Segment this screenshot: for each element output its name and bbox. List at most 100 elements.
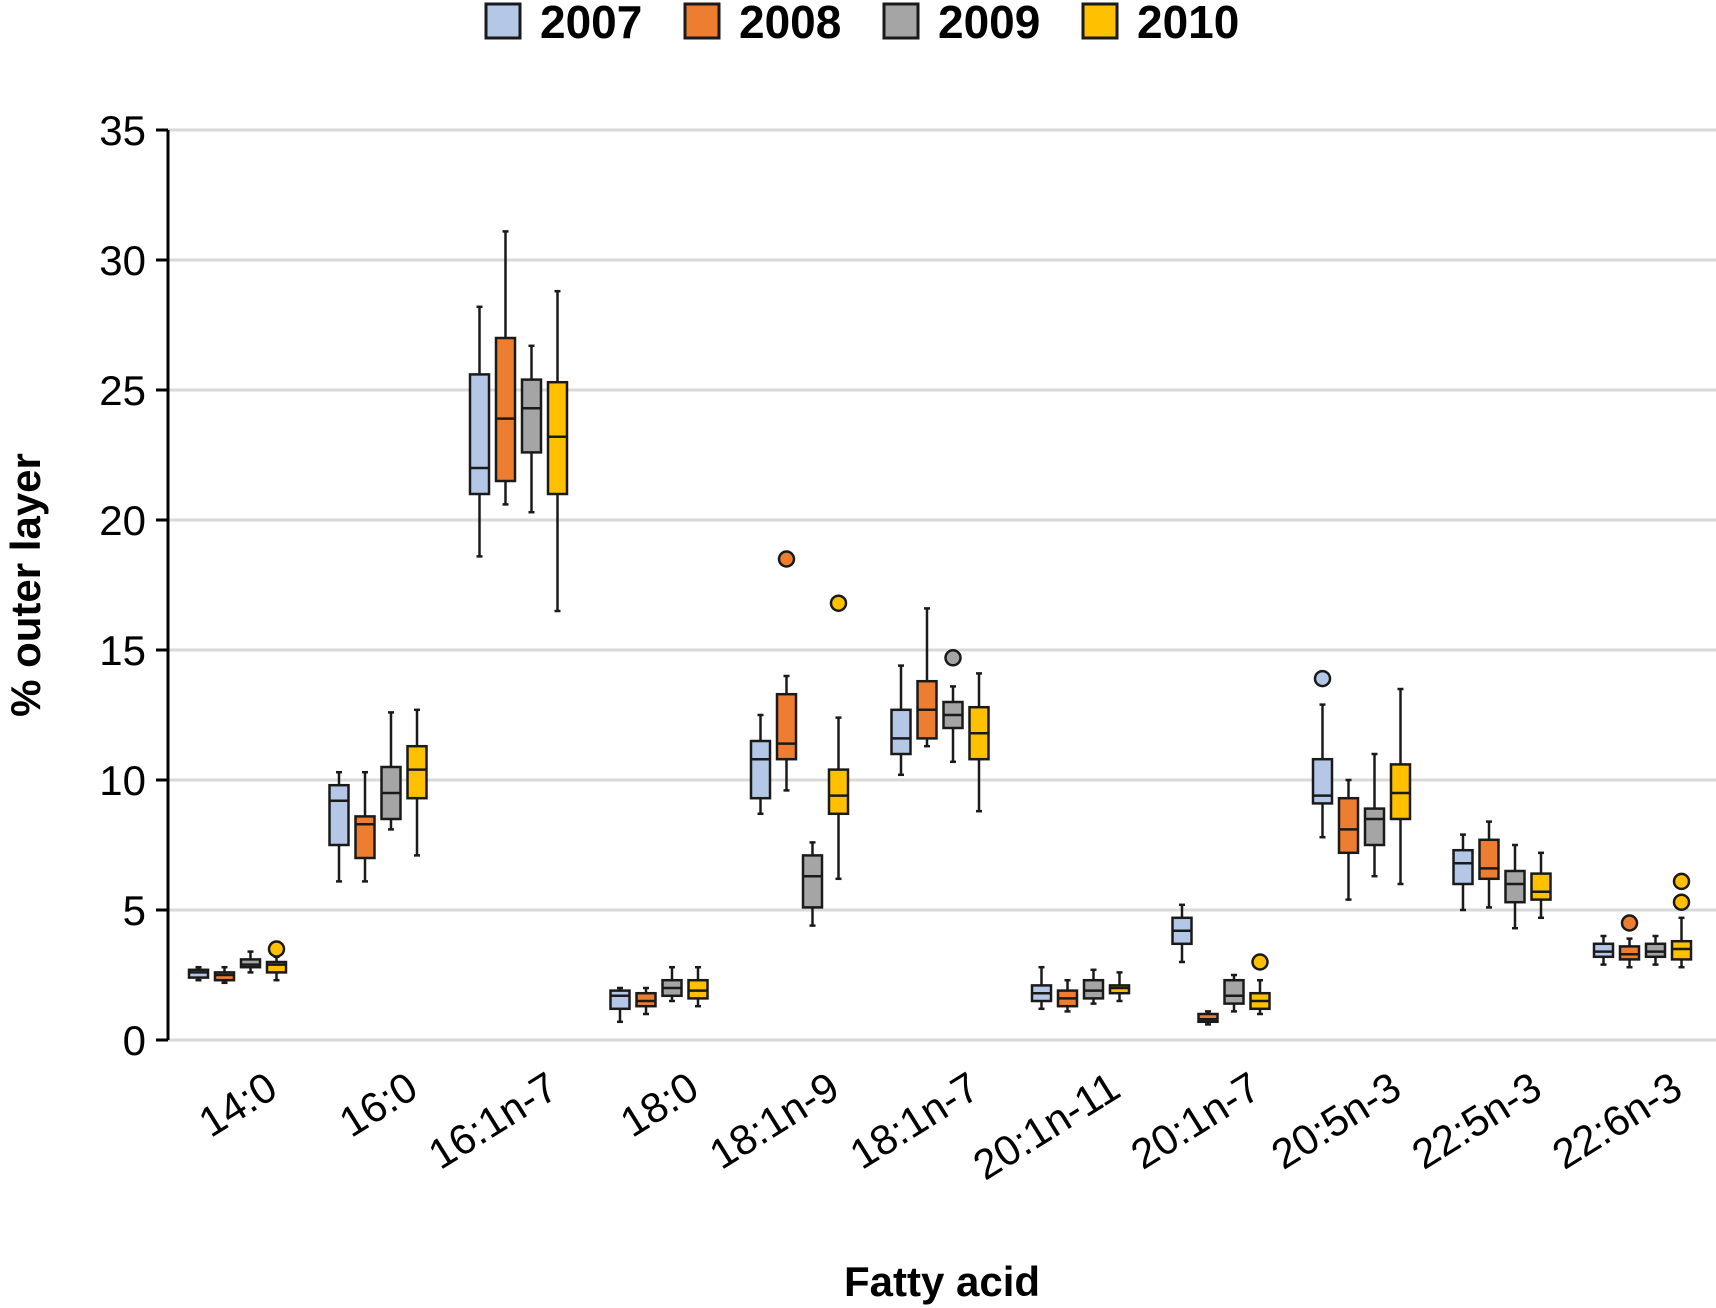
box-2009-18:1n-9[interactable] (801, 841, 824, 927)
box-iqr (468, 373, 491, 496)
box-2009-18:1n-7[interactable] (942, 649, 964, 764)
box-2009-20:1n-11[interactable] (1082, 968, 1105, 1005)
x-tick-label: 20:1n-7 (1123, 1063, 1269, 1178)
box-2008-20:1n-11[interactable] (1056, 978, 1079, 1013)
box-2007-20:1n-7[interactable] (1171, 903, 1193, 964)
box-2007-14:0[interactable] (187, 965, 210, 982)
box-iqr (749, 739, 772, 800)
box-2008-16:0[interactable] (354, 770, 376, 883)
y-tick-label: 35 (99, 107, 146, 154)
box-2008-22:5n-3[interactable] (1478, 820, 1500, 909)
y-tick-label: 10 (99, 757, 146, 804)
box-iqr (1197, 1012, 1219, 1024)
box-2009-22:5n-3[interactable] (1504, 843, 1526, 930)
legend-item-2009[interactable]: 2009 (882, 0, 1040, 48)
category-group-20:1n-7 (1171, 903, 1271, 1026)
box-2008-22:6n-3[interactable] (1618, 914, 1641, 969)
box-iqr (328, 783, 350, 847)
legend-swatch-2009 (882, 2, 920, 40)
box-2008-18:1n-9[interactable] (775, 550, 798, 792)
x-tick-label: 16:1n-7 (420, 1063, 566, 1178)
box-iqr (1530, 872, 1552, 901)
gridlines (168, 128, 1716, 1042)
x-tick-label: 18:1n-9 (701, 1063, 847, 1178)
x-axis-title: Fatty acid (844, 1258, 1040, 1305)
box-2008-18:0[interactable] (635, 986, 657, 1016)
box-2010-22:6n-3[interactable] (1670, 872, 1693, 969)
y-tick-label: 5 (123, 887, 146, 934)
box-2009-20:5n-3[interactable] (1363, 752, 1386, 878)
box-iqr (354, 815, 376, 860)
box-2010-22:5n-3[interactable] (1530, 851, 1552, 920)
box-2007-18:1n-7[interactable] (890, 664, 912, 777)
box-2010-20:1n-11[interactable] (1108, 971, 1131, 1003)
box-2008-20:5n-3[interactable] (1337, 778, 1360, 901)
box-2007-20:1n-11[interactable] (1030, 965, 1053, 1011)
box-2009-20:1n-7[interactable] (1223, 973, 1245, 1013)
outlier-point (1620, 914, 1639, 932)
box-2007-18:1n-9[interactable] (749, 713, 772, 816)
box-2010-20:1n-7[interactable] (1249, 953, 1271, 1016)
box-iqr (687, 978, 709, 1000)
box-iqr (1644, 942, 1667, 959)
box-2008-18:1n-7[interactable] (916, 607, 938, 748)
box-iqr (1592, 942, 1615, 959)
box-2009-14:0[interactable] (239, 950, 262, 974)
box-2010-18:1n-7[interactable] (968, 672, 990, 813)
box-iqr (546, 380, 569, 496)
box-2009-16:0[interactable] (380, 711, 402, 831)
box-2010-14:0[interactable] (265, 940, 288, 982)
box-2010-16:1n-7[interactable] (546, 289, 569, 613)
legend-item-2007[interactable]: 2007 (484, 0, 642, 48)
box-2010-16:0[interactable] (406, 708, 428, 857)
box-2007-16:0[interactable] (328, 770, 350, 883)
legend-item-2010[interactable]: 2010 (1081, 0, 1239, 48)
box-2007-18:0[interactable] (609, 986, 631, 1024)
category-group-16:0 (328, 708, 428, 883)
box-iqr (187, 968, 210, 979)
box-iqr (406, 744, 428, 800)
category-group-16:1n-7 (468, 230, 569, 613)
box-2007-22:6n-3[interactable] (1592, 934, 1615, 966)
outlier-point (267, 940, 286, 958)
box-2009-16:1n-7[interactable] (520, 344, 543, 514)
box-2010-20:5n-3[interactable] (1389, 687, 1412, 886)
box-iqr (265, 960, 288, 974)
box-2007-16:1n-7[interactable] (468, 305, 491, 558)
legend-label-2008: 2008 (739, 0, 841, 48)
x-axis-labels: 14:0 16:016:1n-7 18:018:1n-918:1n-720:1n-1… (191, 1063, 1690, 1189)
x-tick-label: 18:1n-7 (842, 1063, 988, 1178)
box-iqr (1478, 838, 1500, 881)
box-iqr (801, 854, 824, 909)
x-tick-label: 16:0 (331, 1063, 425, 1146)
x-tick-label: 22:6n-3 (1544, 1063, 1690, 1178)
box-iqr (1618, 945, 1641, 961)
box-2008-16:1n-7[interactable] (494, 230, 517, 506)
box-2009-22:6n-3[interactable] (1644, 934, 1667, 966)
box-2009-18:0[interactable] (661, 965, 683, 1003)
box-iqr (1504, 869, 1526, 904)
box-iqr (494, 336, 517, 483)
legend-label-2009: 2009 (938, 0, 1040, 48)
box-iqr (609, 989, 631, 1011)
legend-swatch-2010 (1081, 2, 1119, 40)
y-tick-label: 0 (123, 1017, 146, 1064)
outlier-point (1672, 893, 1691, 911)
box-2008-20:1n-7[interactable] (1197, 1010, 1219, 1026)
box-2008-14:0[interactable] (213, 965, 236, 985)
y-tick-label: 25 (99, 367, 146, 414)
box-iqr (239, 958, 262, 969)
box-iqr (635, 991, 657, 1008)
box-2007-22:5n-3[interactable] (1452, 833, 1474, 912)
box-2010-18:0[interactable] (687, 965, 709, 1008)
legend-item-2008[interactable]: 2008 (683, 0, 841, 48)
category-group-14:0 (187, 940, 288, 985)
box-iqr (213, 971, 236, 982)
box-2007-20:5n-3[interactable] (1311, 669, 1334, 839)
y-axis-title: % outer layer (2, 453, 49, 717)
box-iqr (1389, 763, 1412, 821)
y-tick-label: 30 (99, 237, 146, 284)
outlier-point (1313, 669, 1332, 688)
box-2010-18:1n-9[interactable] (827, 594, 850, 881)
